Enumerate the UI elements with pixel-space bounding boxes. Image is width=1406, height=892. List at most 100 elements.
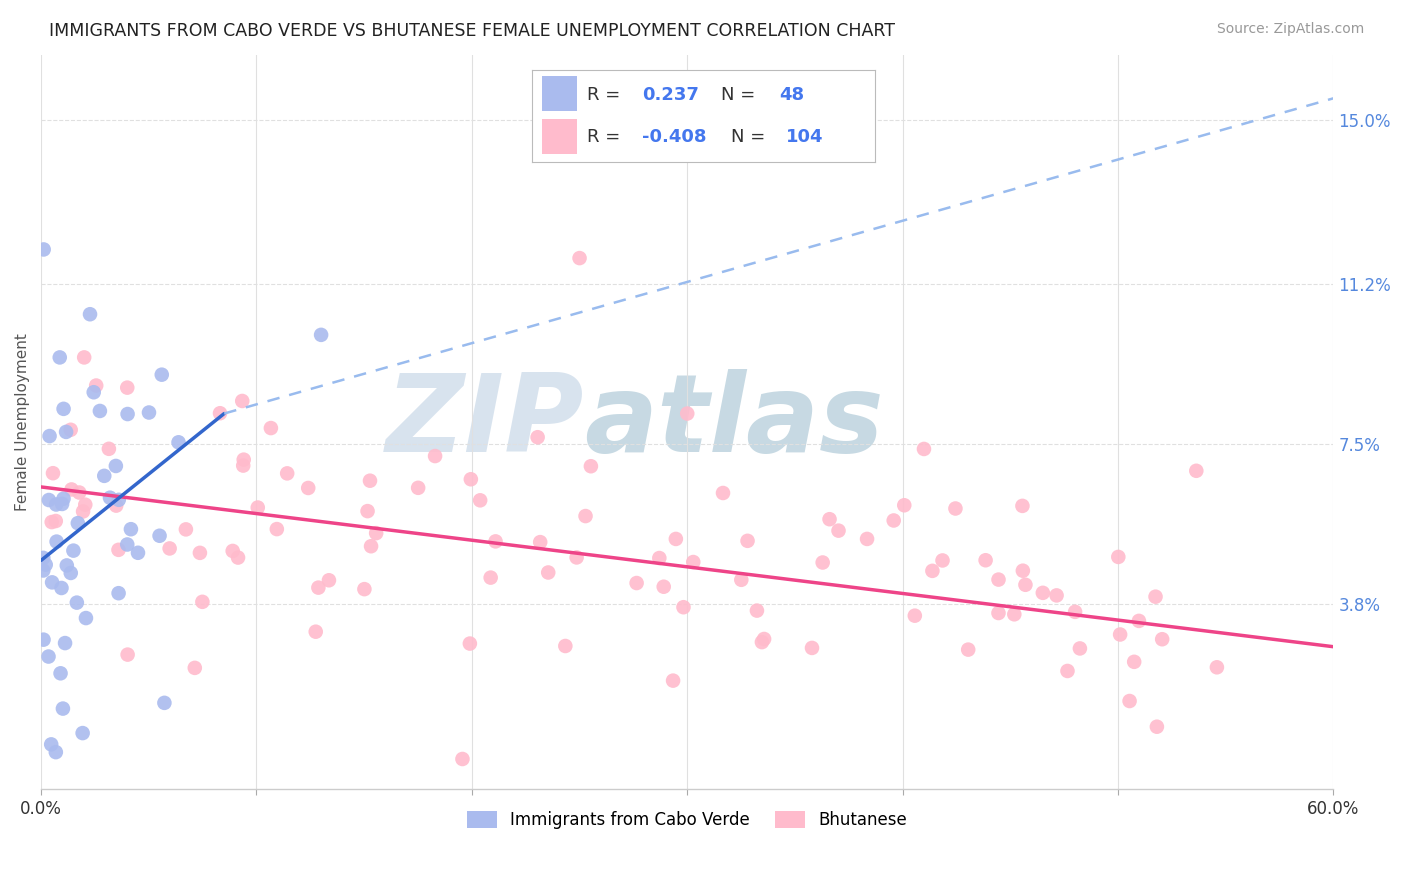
Point [260, 421, 283, 435]
Point [276, 467, 298, 481]
Point [406, 481, 429, 495]
Point [105, 499, 128, 513]
Point [827, 524, 849, 538]
Point [174, 522, 197, 536]
Point [107, 542, 129, 557]
Point [1014, 578, 1036, 592]
Point [138, 405, 160, 419]
Point [32, 632, 55, 647]
Point [682, 555, 704, 569]
Point [191, 595, 214, 609]
Point [117, 407, 139, 421]
Point [246, 500, 269, 515]
Point [117, 537, 139, 551]
Point [801, 640, 824, 655]
Point [1144, 590, 1167, 604]
Point [32, 564, 55, 578]
Point [55, 425, 77, 439]
Point [1118, 694, 1140, 708]
Point [626, 576, 648, 591]
Point [987, 573, 1010, 587]
Point [353, 582, 375, 596]
Point [297, 481, 319, 495]
Point [818, 512, 841, 526]
Point [79, 307, 101, 321]
Point [1002, 607, 1025, 622]
Point [148, 529, 170, 543]
Point [38, 429, 60, 443]
Point [32, 550, 55, 565]
Point [652, 580, 675, 594]
Point [529, 535, 551, 549]
Point [945, 501, 967, 516]
Point [305, 624, 328, 639]
Point [66, 516, 89, 530]
Point [458, 636, 481, 650]
Point [987, 606, 1010, 620]
Point [883, 513, 905, 527]
Point [974, 553, 997, 567]
Point [1064, 605, 1087, 619]
Point [222, 544, 245, 558]
Point [676, 407, 699, 421]
Point [35, 558, 58, 572]
Point [904, 608, 927, 623]
Point [912, 442, 935, 456]
Point [745, 604, 768, 618]
Point [565, 550, 588, 565]
Point [52, 401, 75, 416]
Point [460, 472, 482, 486]
Point [1109, 627, 1132, 641]
Point [75, 611, 97, 625]
Point [45, 534, 67, 549]
Point [167, 435, 190, 450]
Point [662, 673, 685, 688]
Point [60, 483, 83, 497]
Point [84, 378, 107, 392]
Point [38, 493, 60, 508]
Point [83, 385, 105, 400]
Point [42, 466, 65, 480]
Point [93, 468, 115, 483]
Point [188, 546, 211, 560]
Point [59, 423, 82, 437]
Point [579, 459, 602, 474]
Y-axis label: Female Unemployment: Female Unemployment [15, 334, 30, 511]
Point [318, 574, 340, 588]
Point [45, 498, 67, 512]
Point [59, 566, 82, 580]
Point [159, 541, 181, 556]
Text: IMMIGRANTS FROM CABO VERDE VS BHUTANESE FEMALE UNEMPLOYMENT CORRELATION CHART: IMMIGRANTS FROM CABO VERDE VS BHUTANESE … [49, 22, 896, 40]
Text: Source: ZipAtlas.com: Source: ZipAtlas.com [1216, 22, 1364, 37]
Point [1123, 655, 1146, 669]
Point [49, 666, 72, 681]
Point [97, 442, 120, 456]
Point [931, 553, 953, 567]
Point [232, 458, 254, 473]
Point [66, 596, 89, 610]
Point [39, 738, 62, 752]
Point [1011, 499, 1033, 513]
Point [554, 639, 576, 653]
Point [45, 745, 67, 759]
Point [1206, 660, 1229, 674]
Point [231, 394, 253, 409]
Point [1032, 586, 1054, 600]
Point [737, 533, 759, 548]
Point [51, 497, 73, 511]
Point [451, 752, 474, 766]
Point [730, 573, 752, 587]
Point [56, 558, 79, 573]
Point [53, 636, 76, 650]
Point [470, 493, 492, 508]
Point [45, 514, 67, 528]
Point [153, 696, 176, 710]
Point [98, 491, 121, 505]
Point [672, 600, 695, 615]
Point [1128, 614, 1150, 628]
Point [184, 661, 207, 675]
Point [893, 498, 915, 512]
Point [309, 327, 332, 342]
Point [38, 649, 60, 664]
Point [1056, 664, 1078, 678]
